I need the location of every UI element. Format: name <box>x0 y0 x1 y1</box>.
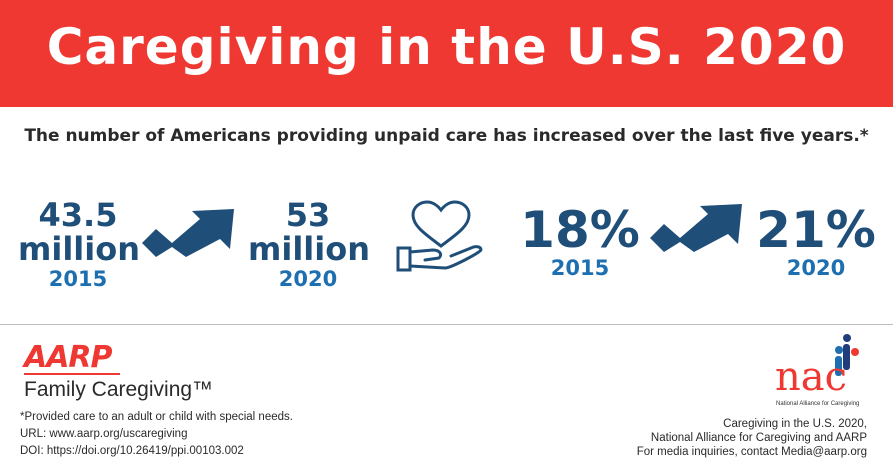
doi-text[interactable]: DOI: https://doi.org/10.26419/ppi.00103.… <box>20 445 244 457</box>
footnote: *Provided care to an adult or child with… <box>20 411 293 423</box>
stat-value: 18% <box>520 201 640 259</box>
nac-logo-text: nac <box>775 354 847 400</box>
heart-in-hand-icon <box>396 200 483 272</box>
nac-logo: nac <box>775 334 859 400</box>
stat-value: 53 <box>285 196 331 234</box>
stat-2020-percent: 21% 2020 <box>756 205 876 281</box>
header-banner <box>0 0 893 107</box>
page-title: Caregiving in the U.S. 2020 <box>46 18 847 76</box>
aarp-family-caregiving: Family Caregiving™ <box>24 378 214 401</box>
stat-year: 2020 <box>786 256 846 280</box>
stat-unit: million <box>18 230 140 268</box>
subtitle: The number of Americans providing unpaid… <box>24 126 869 146</box>
url-text[interactable]: URL: www.aarp.org/uscaregiving <box>20 428 188 440</box>
stat-year: 2020 <box>278 267 338 291</box>
stat-year: 2015 <box>550 256 610 280</box>
footer-divider <box>0 324 893 325</box>
stat-2015-count: 43.5 million 2015 <box>18 196 140 292</box>
source-line-1: Caregiving in the U.S. 2020, <box>723 418 867 430</box>
nac-tagline: National Alliance for Caregiving <box>776 401 860 407</box>
stat-2015-percent: 18% 2015 <box>520 205 640 281</box>
stat-2020-count: 53 million 2020 <box>248 196 370 292</box>
stat-value: 43.5 <box>38 196 118 234</box>
stat-value: 21% <box>756 201 876 259</box>
trend-up-arrow-icon <box>650 204 742 252</box>
aarp-logo: AARP <box>24 340 113 375</box>
stat-year: 2015 <box>48 267 108 291</box>
source-line-2: National Alliance for Caregiving and AAR… <box>650 432 867 444</box>
stat-unit: million <box>248 230 370 268</box>
trend-up-arrow-icon <box>142 209 234 257</box>
aarp-logo-underline <box>24 373 120 375</box>
media-contact[interactable]: For media inquiries, contact Media@aarp.… <box>636 446 867 458</box>
